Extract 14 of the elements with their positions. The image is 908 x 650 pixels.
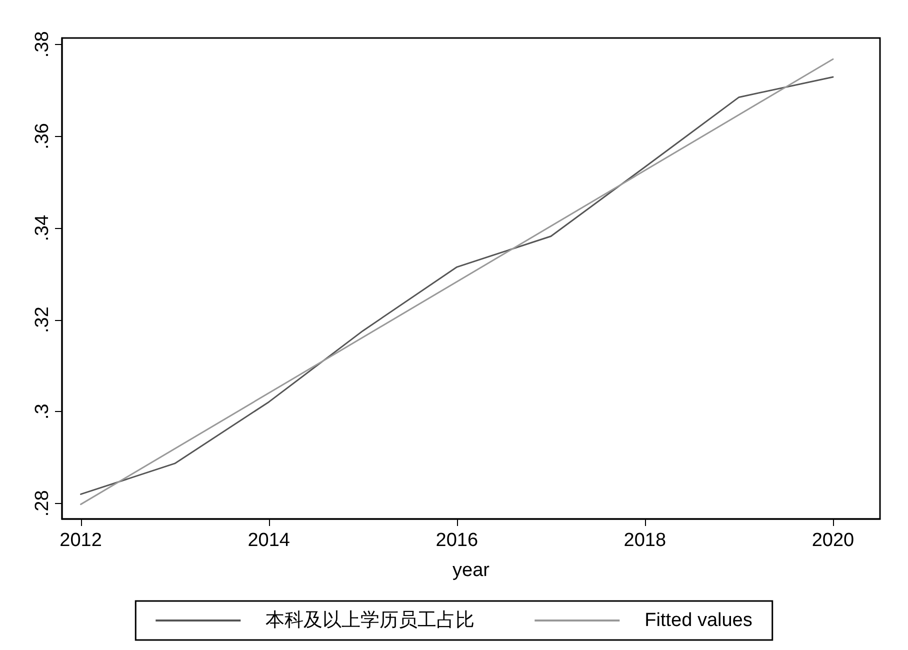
legend-label: 本科及以上学历员工占比 <box>266 610 475 631</box>
x-tick-label: 2020 <box>812 530 854 551</box>
y-tick-label: .32 <box>32 306 53 334</box>
x-tick-label: 2014 <box>248 530 290 551</box>
x-tick-label: 2018 <box>624 530 666 551</box>
x-tick-label: 2016 <box>436 530 478 551</box>
y-tick-label: .3 <box>32 404 53 420</box>
y-tick-label: .28 <box>32 490 53 517</box>
legend-label: Fitted values <box>644 610 752 631</box>
y-tick-label: .34 <box>32 214 53 242</box>
x-tick-label: 2012 <box>60 530 102 551</box>
y-tick-label: .38 <box>32 31 53 58</box>
x-axis-title: year <box>452 560 490 581</box>
y-tick-label: .36 <box>32 123 53 150</box>
